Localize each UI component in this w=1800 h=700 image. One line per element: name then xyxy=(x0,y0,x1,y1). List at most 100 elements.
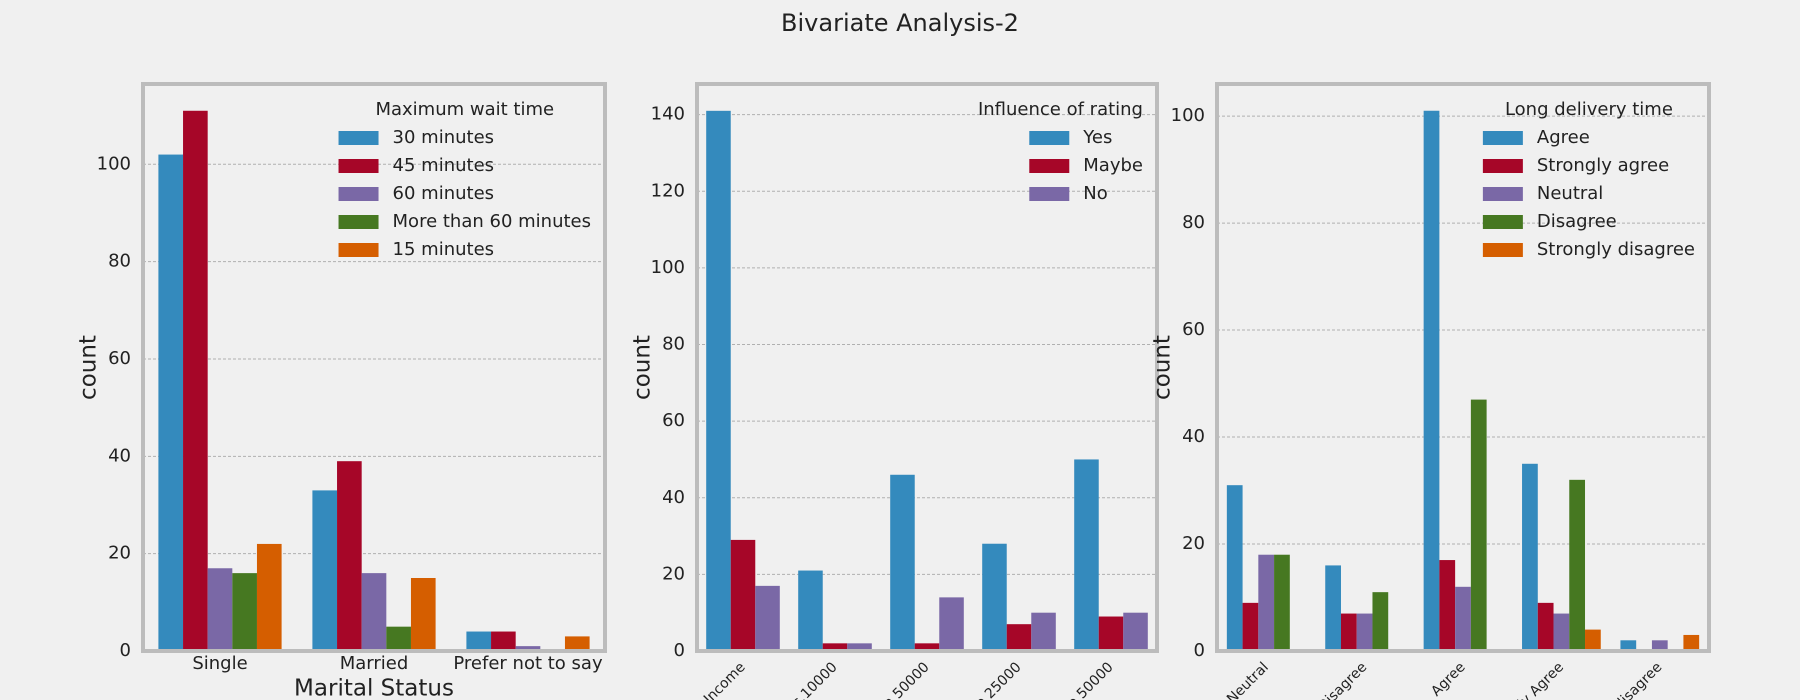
legend-label: Disagree xyxy=(1537,211,1617,232)
y-tick-label: 20 xyxy=(662,563,685,584)
bar xyxy=(798,570,823,651)
y-axis-label: count xyxy=(76,335,102,400)
y-tick-label: 60 xyxy=(1182,319,1205,340)
subplot: 0 20 40 60 80 100 Single Married Prefer not to s… xyxy=(76,82,607,700)
legend-label: Strongly disagree xyxy=(1537,239,1695,260)
bar xyxy=(337,461,362,651)
legend-label: Neutral xyxy=(1537,183,1603,204)
legend-swatch xyxy=(1482,187,1523,201)
legend-swatch xyxy=(1029,131,1070,145)
bar xyxy=(1123,612,1148,651)
legend-swatch xyxy=(1482,131,1523,145)
y-tick-label: 0 xyxy=(1194,640,1205,661)
bar xyxy=(1372,592,1389,651)
legend-label: 15 minutes xyxy=(393,239,495,260)
bar xyxy=(1585,629,1601,651)
bar xyxy=(183,110,208,651)
bar xyxy=(1470,399,1487,651)
bar xyxy=(410,577,436,651)
legend-label: Agree xyxy=(1537,127,1590,148)
legend-label: Strongly agree xyxy=(1537,155,1669,176)
y-tick-label: 140 xyxy=(651,104,685,125)
bar xyxy=(1325,565,1341,651)
y-tick-label: 100 xyxy=(97,153,131,174)
axes-background xyxy=(143,84,605,651)
bar xyxy=(1683,634,1700,651)
legend-label: 30 minutes xyxy=(393,127,495,148)
bar xyxy=(515,646,541,651)
legend-swatch xyxy=(338,243,379,257)
bar xyxy=(207,568,233,651)
legend-label: Yes xyxy=(1082,127,1112,148)
bar xyxy=(312,490,338,651)
bar xyxy=(564,636,590,651)
bar xyxy=(232,573,257,651)
bar xyxy=(1455,586,1471,651)
bar xyxy=(158,154,184,652)
bar xyxy=(1651,640,1668,651)
legend-swatch xyxy=(338,215,379,229)
bar xyxy=(1006,624,1032,651)
legend-title: Influence of rating xyxy=(978,99,1143,120)
bar xyxy=(890,474,915,651)
legend-swatch xyxy=(1029,187,1070,201)
y-tick-label: 120 xyxy=(651,180,685,201)
bar xyxy=(822,643,848,651)
axes-frame xyxy=(1215,82,1711,653)
y-axis-label: count xyxy=(1150,335,1176,400)
y-tick-label: 40 xyxy=(1182,426,1205,447)
bar xyxy=(386,626,411,651)
y-tick-label: 0 xyxy=(674,640,685,661)
legend-title: Maximum wait time xyxy=(375,99,554,120)
bar xyxy=(730,539,756,651)
y-axis-label: count xyxy=(630,335,656,400)
legend-swatch xyxy=(338,159,379,173)
bar xyxy=(491,631,516,651)
bar xyxy=(1439,560,1456,651)
bar xyxy=(1098,616,1124,651)
bar xyxy=(755,585,780,651)
bar xyxy=(1242,602,1259,651)
x-tick-label: Married xyxy=(340,653,409,674)
bar xyxy=(466,631,492,651)
y-tick-label: 20 xyxy=(108,543,131,564)
bar xyxy=(1569,479,1586,651)
bar xyxy=(1074,459,1099,651)
legend-swatch xyxy=(338,131,379,145)
bar xyxy=(256,543,282,651)
y-tick-label: 20 xyxy=(1182,533,1205,554)
legend-swatch xyxy=(1029,159,1070,173)
legend-swatch xyxy=(1482,243,1523,257)
bar xyxy=(361,573,387,651)
x-tick-label: Prefer not to say xyxy=(453,653,603,674)
axes-frame xyxy=(141,82,607,653)
axes-background xyxy=(1217,84,1709,651)
legend: Long delivery time Agree Strongly agree Neu… xyxy=(1482,99,1695,260)
y-tick-label: 0 xyxy=(120,640,131,661)
bar xyxy=(1537,602,1554,651)
bar xyxy=(1356,613,1373,651)
legend-label: 45 minutes xyxy=(393,155,495,176)
x-axis-label: Marital Status xyxy=(294,676,454,700)
bar xyxy=(914,643,940,651)
bar xyxy=(1553,613,1570,651)
bar xyxy=(706,110,731,651)
bar xyxy=(1620,640,1637,651)
legend-swatch xyxy=(1482,159,1523,173)
legend: Influence of rating Yes Maybe No xyxy=(978,99,1143,204)
bar xyxy=(1340,613,1357,651)
legend-label: No xyxy=(1083,183,1107,204)
y-tick-label: 80 xyxy=(108,251,131,272)
y-tick-label: 40 xyxy=(108,445,131,466)
axes-frame xyxy=(695,82,1159,653)
legend: Maximum wait time 30 minutes 45 minutes 60 … xyxy=(338,99,591,260)
figure-title: Bivariate Analysis-2 xyxy=(781,9,1019,37)
legend-swatch xyxy=(1482,215,1523,229)
legend-title: Long delivery time xyxy=(1505,99,1673,120)
y-tick-label: 80 xyxy=(1182,212,1205,233)
y-tick-label: 60 xyxy=(662,410,685,431)
legend-swatch xyxy=(338,187,379,201)
bar xyxy=(847,643,872,651)
